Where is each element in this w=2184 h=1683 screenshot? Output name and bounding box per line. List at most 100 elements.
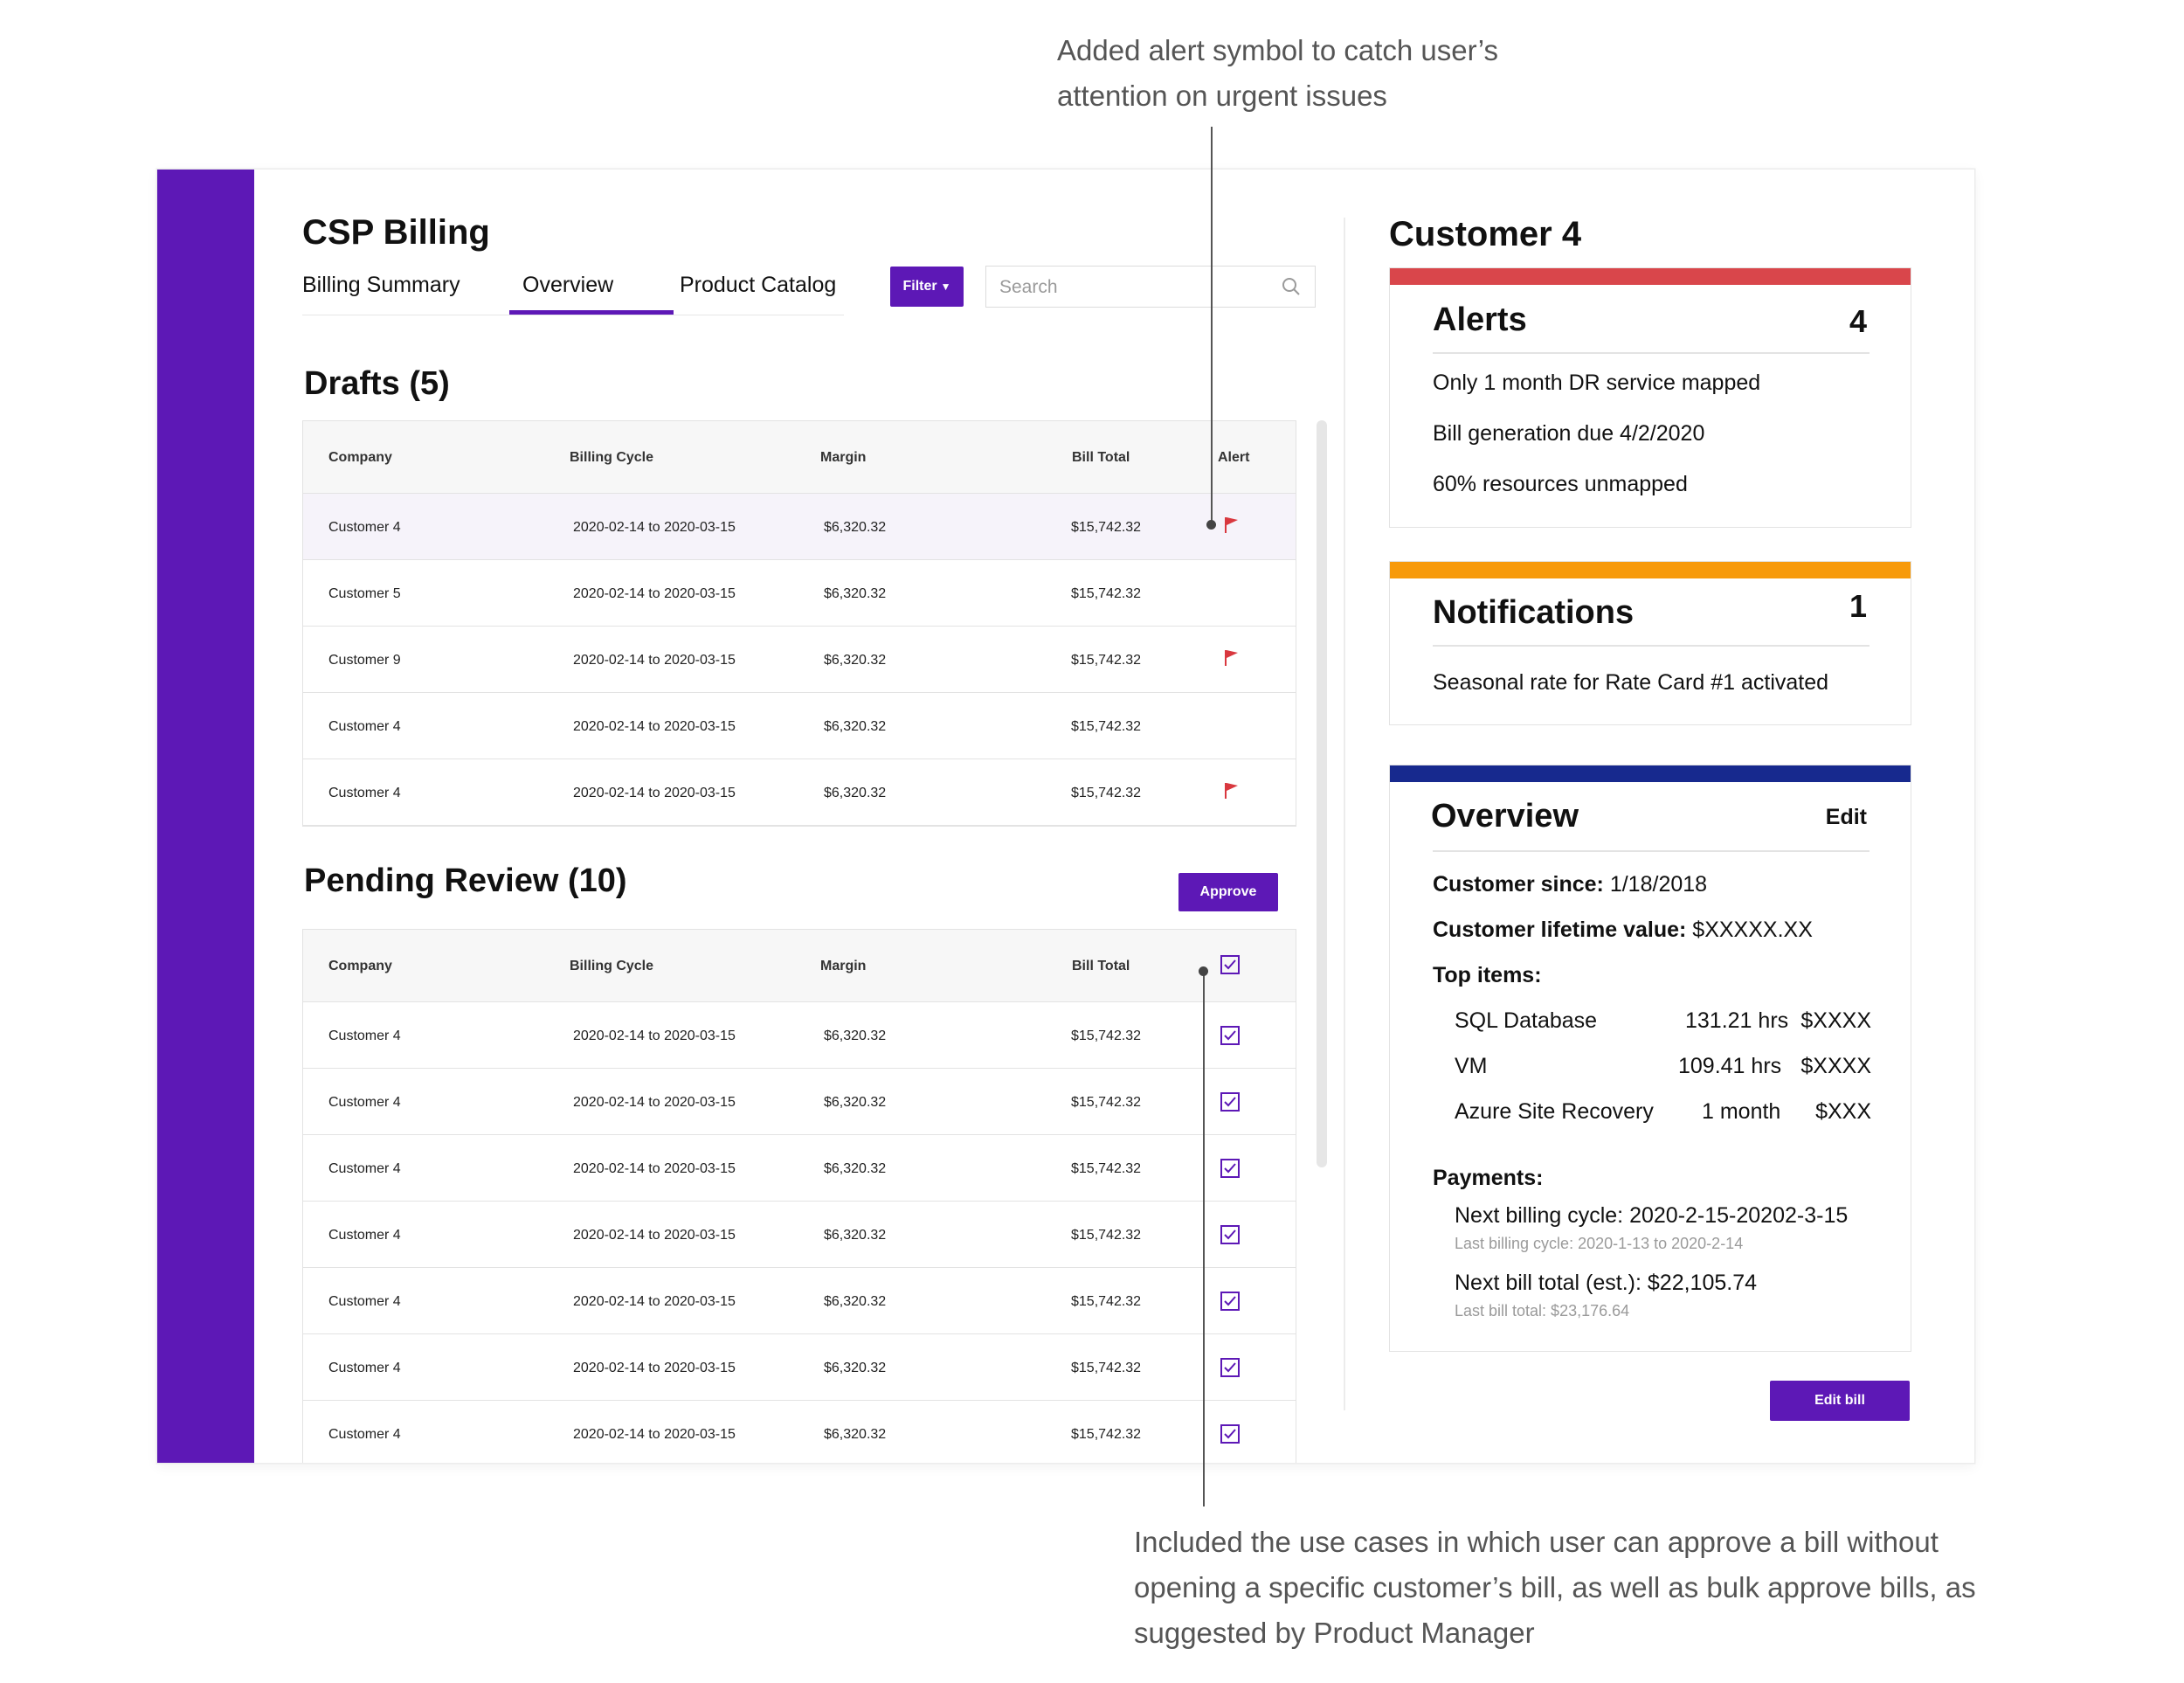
col-bill-total: Bill Total <box>1072 450 1130 465</box>
row-checkbox[interactable] <box>1220 1424 1240 1444</box>
company-cell: Customer 4 <box>328 1427 401 1442</box>
company-cell: Customer 4 <box>328 520 401 535</box>
tab-billing-summary[interactable]: Billing Summary <box>302 273 460 297</box>
divider <box>1433 850 1870 852</box>
billing-cycle-cell: 2020-02-14 to 2020-03-15 <box>573 1161 736 1176</box>
bill-total-cell: $15,742.32 <box>1071 653 1142 668</box>
margin-cell: $6,320.32 <box>824 719 887 734</box>
row-checkbox[interactable] <box>1220 1225 1240 1244</box>
top-item-usage: 131.21 hrs <box>1685 1008 1789 1033</box>
row-checkbox[interactable] <box>1220 1358 1240 1377</box>
table-row[interactable]: Customer 4 2020-02-14 to 2020-03-15 $6,320… <box>303 759 1296 826</box>
table-row[interactable]: Customer 9 2020-02-14 to 2020-03-15 $6,320… <box>303 627 1296 693</box>
table-row[interactable]: Customer 4 2020-02-14 to 2020-03-15 $6,320… <box>303 1002 1296 1069</box>
col-margin: Margin <box>820 450 867 465</box>
search-icon <box>1282 278 1300 295</box>
drafts-title: Drafts (5) <box>304 365 450 402</box>
divider <box>1433 645 1870 647</box>
company-cell: Customer 5 <box>328 586 401 601</box>
table-row[interactable]: Customer 4 2020-02-14 to 2020-03-15 $6,320… <box>303 1401 1296 1463</box>
filter-button[interactable]: Filter ▼ <box>890 267 964 307</box>
approve-button[interactable]: Approve <box>1178 873 1278 911</box>
pending-table: Company Billing Cycle Margin Bill Total … <box>302 929 1296 1463</box>
tab-bar: Billing Summary Overview Product Catalog <box>302 273 844 315</box>
billing-cycle-cell: 2020-02-14 to 2020-03-15 <box>573 1427 736 1442</box>
billing-cycle-cell: 2020-02-14 to 2020-03-15 <box>573 1294 736 1309</box>
alert-item: 60% resources unmapped <box>1433 472 1688 496</box>
company-cell: Customer 9 <box>328 653 401 668</box>
row-checkbox[interactable] <box>1220 1292 1240 1311</box>
overview-edit-link[interactable]: Edit <box>1825 805 1867 829</box>
annotation-connector-bottom <box>1203 972 1205 1506</box>
overview-card: Overview Edit Customer since: 1/18/2018 … <box>1389 765 1911 1352</box>
pending-review-title: Pending Review (10) <box>304 862 627 899</box>
notifications-bar <box>1390 562 1911 578</box>
table-row[interactable]: Customer 4 2020-02-14 to 2020-03-15 $6,320… <box>303 494 1296 560</box>
table-row[interactable]: Customer 4 2020-02-14 to 2020-03-15 $6,320… <box>303 1268 1296 1334</box>
annotation-top: Added alert symbol to catch user’s atten… <box>1057 34 1499 112</box>
select-all-checkbox[interactable] <box>1220 955 1240 974</box>
tab-overview[interactable]: Overview <box>522 273 614 297</box>
margin-cell: $6,320.32 <box>824 653 887 668</box>
alerts-title: Alerts <box>1433 301 1527 338</box>
margin-cell: $6,320.32 <box>824 1361 887 1375</box>
row-checkbox[interactable] <box>1220 1092 1240 1112</box>
company-cell: Customer 4 <box>328 786 401 800</box>
table-row[interactable]: Customer 4 2020-02-14 to 2020-03-15 $6,320… <box>303 1135 1296 1202</box>
company-cell: Customer 4 <box>328 1361 401 1375</box>
last-bill-total: Last bill total: $23,176.64 <box>1455 1302 1630 1319</box>
scrollbar[interactable] <box>1317 420 1327 1167</box>
top-item-name: SQL Database <box>1455 1008 1598 1033</box>
billing-cycle-cell: 2020-02-14 to 2020-03-15 <box>573 1095 736 1110</box>
divider <box>1433 352 1870 354</box>
margin-cell: $6,320.32 <box>824 520 887 535</box>
col-margin: Margin <box>820 959 867 973</box>
table-row[interactable]: Customer 5 2020-02-14 to 2020-03-15 $6,320… <box>303 560 1296 627</box>
search-input[interactable]: Search <box>985 266 1316 308</box>
search-placeholder: Search <box>999 277 1058 297</box>
alerts-bar <box>1390 268 1911 285</box>
alerts-card: Alerts 4 Only 1 month DR service mapped … <box>1389 267 1911 528</box>
billing-cycle-cell: 2020-02-14 to 2020-03-15 <box>573 1028 736 1043</box>
table-row[interactable]: Customer 4 2020-02-14 to 2020-03-15 $6,320… <box>303 1334 1296 1401</box>
alerts-count: 4 <box>1849 303 1867 339</box>
annotation-connector-top <box>1211 127 1213 522</box>
page-title: CSP Billing <box>302 213 490 252</box>
bill-total-cell: $15,742.32 <box>1071 1228 1142 1243</box>
table-row[interactable]: Customer 4 2020-02-14 to 2020-03-15 $6,320… <box>303 1202 1296 1268</box>
bill-total-cell: $15,742.32 <box>1071 1294 1142 1309</box>
row-checkbox[interactable] <box>1220 1159 1240 1178</box>
annotation-connector-dot <box>1206 520 1216 530</box>
billing-cycle-cell: 2020-02-14 to 2020-03-15 <box>573 1228 736 1243</box>
flag-icon <box>1225 517 1238 533</box>
annotation-connector-dot <box>1199 966 1208 976</box>
payments-label: Payments: <box>1433 1166 1544 1190</box>
next-billing-cycle: Next billing cycle: 2020-2-15-20202-3-15 <box>1455 1203 1849 1228</box>
billing-cycle-cell: 2020-02-14 to 2020-03-15 <box>573 719 736 734</box>
col-billing-cycle: Billing Cycle <box>570 450 654 465</box>
notifications-card: Notifications 1 Seasonal rate for Rate C… <box>1389 561 1911 725</box>
margin-cell: $6,320.32 <box>824 1228 887 1243</box>
pending-table-header: Company Billing Cycle Margin Bill Total <box>303 930 1296 1002</box>
top-item-usage: 1 month <box>1702 1099 1781 1124</box>
drafts-table: Company Billing Cycle Margin Bill Total … <box>302 420 1296 827</box>
bill-total-cell: $15,742.32 <box>1071 520 1142 535</box>
col-company: Company <box>328 450 392 465</box>
edit-bill-button[interactable]: Edit bill <box>1770 1381 1910 1421</box>
col-alert: Alert <box>1218 450 1250 465</box>
billing-cycle-cell: 2020-02-14 to 2020-03-15 <box>573 1361 736 1375</box>
caret-down-icon: ▼ <box>940 280 951 293</box>
company-cell: Customer 4 <box>328 1294 401 1309</box>
margin-cell: $6,320.32 <box>824 786 887 800</box>
table-row[interactable]: Customer 4 2020-02-14 to 2020-03-15 $6,320… <box>303 1069 1296 1135</box>
row-checkbox[interactable] <box>1220 1026 1240 1045</box>
margin-cell: $6,320.32 <box>824 1294 887 1309</box>
col-bill-total: Bill Total <box>1072 959 1130 973</box>
tab-product-catalog[interactable]: Product Catalog <box>680 273 837 297</box>
margin-cell: $6,320.32 <box>824 1095 887 1110</box>
top-item-name: Azure Site Recovery <box>1455 1099 1654 1124</box>
bill-total-cell: $15,742.32 <box>1071 1427 1142 1442</box>
top-items-label: Top items: <box>1433 963 1542 987</box>
table-row[interactable]: Customer 4 2020-02-14 to 2020-03-15 $6,320… <box>303 693 1296 759</box>
bill-total-cell: $15,742.32 <box>1071 1095 1142 1110</box>
